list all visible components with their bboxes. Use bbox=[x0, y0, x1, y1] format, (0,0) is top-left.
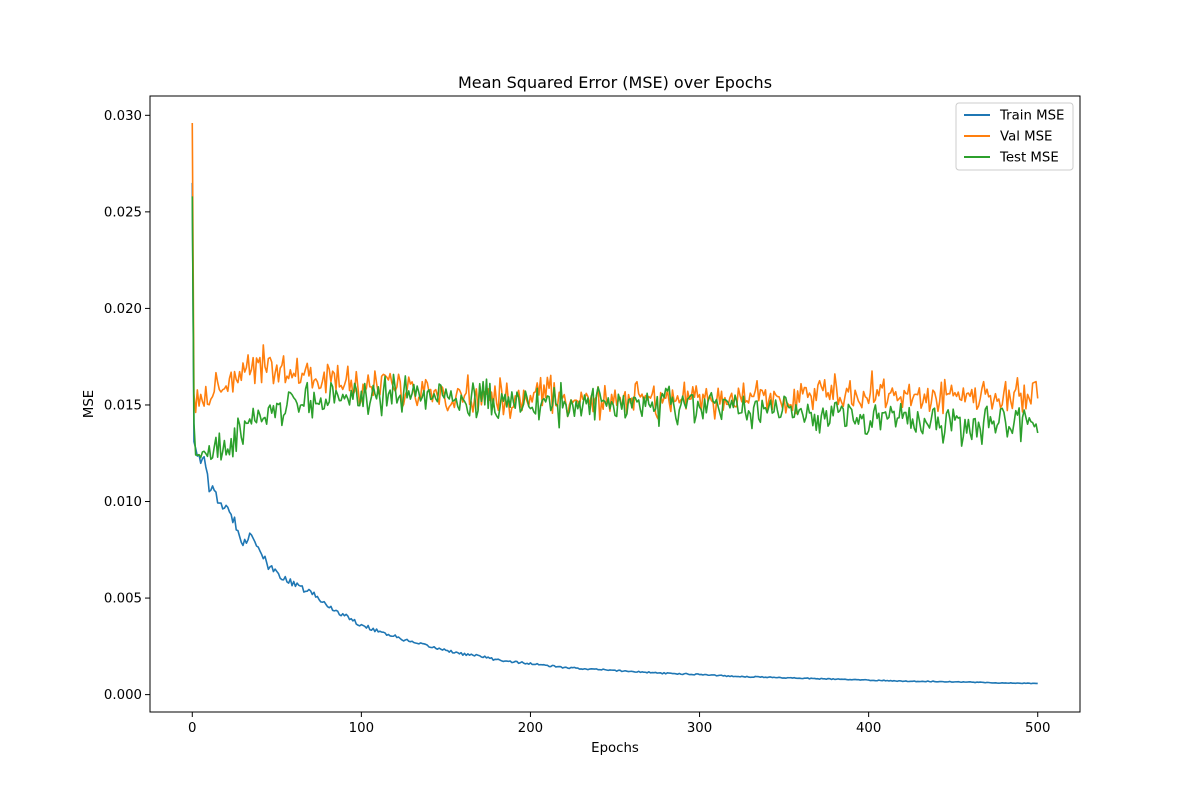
series-line-test bbox=[191, 196, 1039, 461]
legend-box bbox=[955, 102, 1074, 171]
y-tick-label: 0.025 bbox=[104, 205, 142, 220]
y-axis: 0.000 0.005 0.010 0.015 0.020 0.025 0.030 bbox=[104, 109, 150, 703]
legend: Train MSE Val MSE Test MSE bbox=[955, 102, 1074, 171]
series-line-train bbox=[191, 182, 1038, 685]
x-tick-label: 100 bbox=[349, 721, 374, 736]
y-tick-label: 0.005 bbox=[104, 592, 142, 607]
y-tick-label: 0.015 bbox=[104, 398, 142, 413]
y-tick-label: 0.010 bbox=[104, 495, 142, 510]
chart-title: Mean Squared Error (MSE) over Epochs bbox=[458, 73, 772, 92]
x-axis-label: Epochs bbox=[591, 741, 639, 756]
x-tick-label: 0 bbox=[188, 721, 196, 736]
legend-label-train: Train MSE bbox=[999, 109, 1064, 124]
x-axis: 0 100 200 300 400 500 bbox=[188, 712, 1050, 736]
y-tick-label: 0.030 bbox=[104, 109, 142, 124]
plot-frame bbox=[149, 95, 1081, 713]
series-layer bbox=[191, 123, 1039, 685]
y-tick-label: 0.020 bbox=[104, 302, 142, 317]
y-tick-label: 0.000 bbox=[104, 688, 142, 703]
x-tick-label: 400 bbox=[856, 721, 881, 736]
series-line-val bbox=[191, 123, 1039, 421]
legend-label-val: Val MSE bbox=[1000, 130, 1052, 145]
x-tick-label: 300 bbox=[687, 721, 712, 736]
x-tick-label: 500 bbox=[1025, 721, 1050, 736]
y-axis-label: MSE bbox=[82, 390, 97, 418]
legend-label-test: Test MSE bbox=[999, 151, 1059, 166]
x-tick-label: 200 bbox=[518, 721, 543, 736]
